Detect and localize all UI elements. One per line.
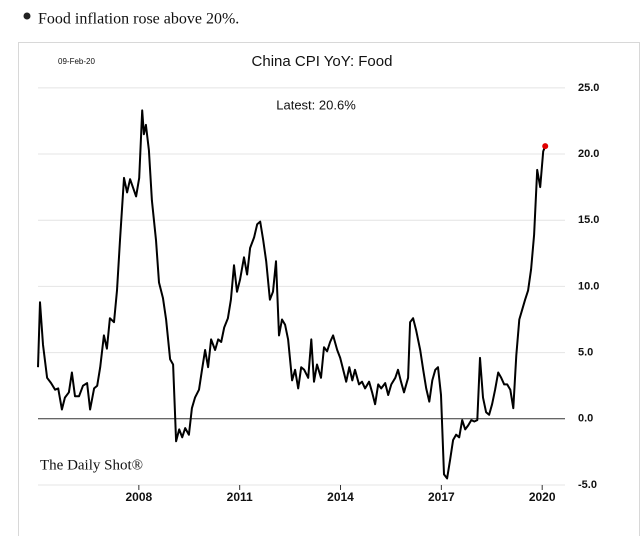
data-line <box>37 109 547 480</box>
chart-card <box>18 42 640 536</box>
x-tick-label: 2014 <box>327 490 354 504</box>
chart-date: 09-Feb-20 <box>58 57 95 66</box>
y-tick-label: 15.0 <box>578 214 599 226</box>
latest-point <box>542 143 549 150</box>
latest-annotation: Latest: 20.6% <box>276 97 356 112</box>
source-watermark: The Daily Shot® <box>40 457 143 473</box>
x-tick-label: 2011 <box>227 490 253 504</box>
bullet-text: Food inflation rose above 20%. <box>38 11 239 28</box>
bullet-dot <box>23 12 31 20</box>
x-tick-label: 2020 <box>529 490 556 504</box>
x-tick-label: 2008 <box>125 490 152 504</box>
chart-title: China CPI YoY: Food <box>252 53 393 70</box>
x-tick-label: 2017 <box>428 490 455 504</box>
y-tick-label: -5.0 <box>578 479 597 491</box>
y-tick-label: 20.0 <box>578 148 599 160</box>
y-tick-label: 25.0 <box>578 82 599 94</box>
y-tick-label: 5.0 <box>578 347 593 359</box>
y-tick-label: 0.0 <box>578 413 593 425</box>
y-tick-label: 10.0 <box>578 280 599 292</box>
